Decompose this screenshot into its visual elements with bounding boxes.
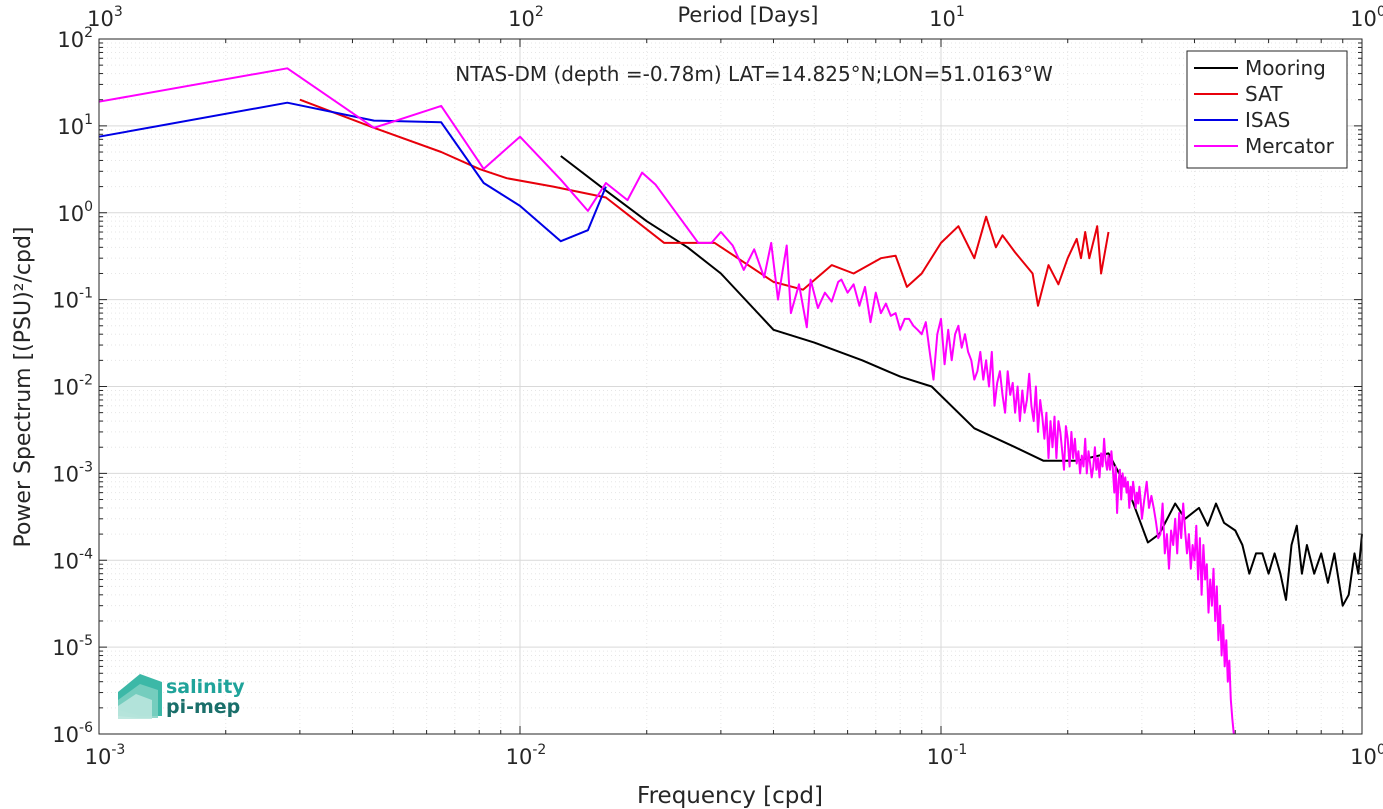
y-tick-label: 10-1	[52, 286, 93, 313]
top-tick-label: 101	[929, 4, 965, 31]
top-tick-label: 100	[1350, 4, 1383, 31]
y-tick-label: 10-2	[52, 373, 93, 400]
y-tick-label: 10-6	[52, 720, 93, 747]
x-tick-label: 100	[1350, 742, 1383, 769]
legend-box	[1186, 50, 1348, 169]
x-tick-label: 10-2	[506, 742, 547, 769]
legend-label: Mercator	[1245, 134, 1335, 158]
top-tick-label: 103	[87, 4, 123, 31]
logo-text-salinity: salinity	[166, 676, 245, 698]
y-tick-label: 10-5	[52, 633, 93, 660]
series-line-isas	[98, 101, 607, 243]
x-tick-label: 10-1	[927, 742, 968, 769]
y-tick-label: 101	[57, 112, 93, 139]
legend-label: SAT	[1245, 82, 1283, 106]
series-lines	[98, 67, 1363, 735]
salinity-pi-mep-logo: salinity pi-mep	[118, 674, 245, 719]
chart-title: NTAS-DM (depth =-0.78m) LAT=14.825°N;LON…	[455, 62, 1053, 86]
top-tick-label: 102	[508, 4, 544, 31]
y-tick-label: 100	[57, 199, 93, 226]
y-axis-label-group: Power Spectrum [(PSU)²/cpd]	[11, 226, 36, 547]
series-line-mooring	[560, 155, 1363, 607]
y-tick-label: 10-4	[52, 546, 93, 573]
y-tick-label: 102	[57, 25, 93, 52]
y-tick-label: 10-3	[52, 459, 93, 486]
series-line-mercator	[98, 67, 1235, 735]
y-axis-label: Power Spectrum [(PSU)²/cpd]	[11, 226, 36, 547]
grid-lines	[98, 39, 1362, 735]
legend-label: Mooring	[1245, 56, 1326, 80]
x-axis-label: Frequency [cpd]	[637, 783, 823, 809]
legend-label: ISAS	[1245, 108, 1290, 132]
logo-wave-icon	[118, 674, 162, 719]
x-tick-label: 10-3	[85, 742, 126, 769]
logo-text-pi-mep: pi-mep	[166, 696, 240, 718]
tick-marks	[98, 38, 1363, 735]
top-axis-label: Period [Days]	[678, 3, 819, 27]
